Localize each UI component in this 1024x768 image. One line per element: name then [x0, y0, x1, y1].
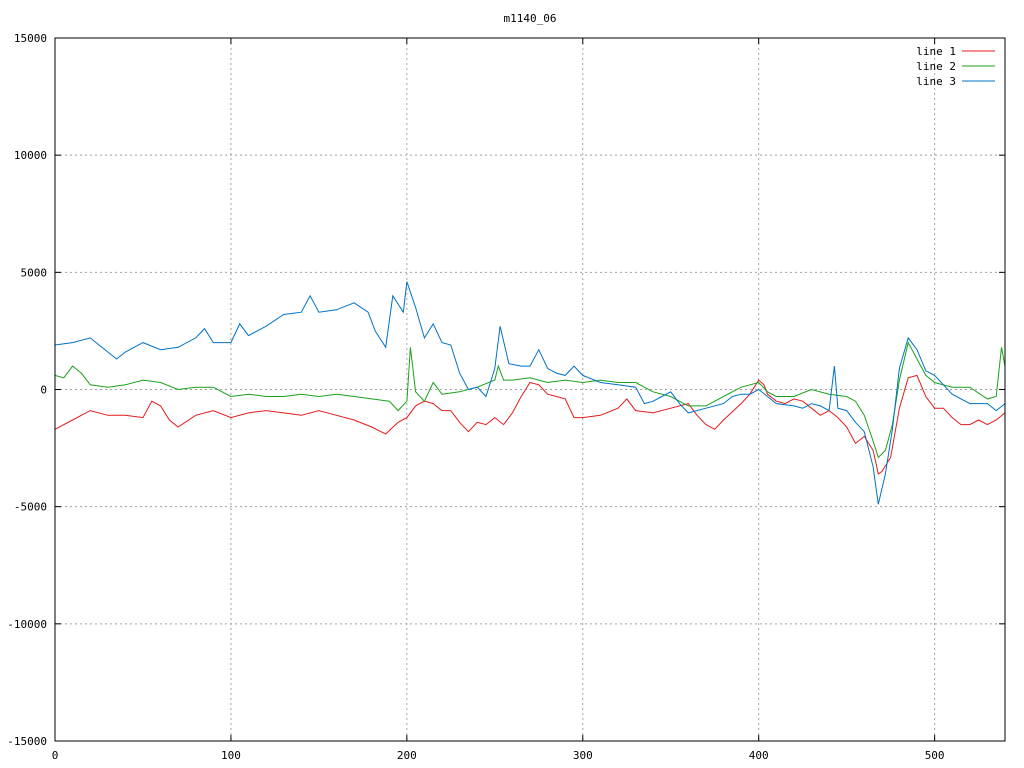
x-tick-label: 100	[221, 749, 241, 762]
y-tick-label: 0	[40, 384, 47, 397]
y-tick-label: -15000	[7, 735, 47, 748]
legend: line 1 line 2 line 3	[916, 45, 995, 88]
series-line-3	[54, 281, 1006, 505]
y-tick-label: -5000	[14, 501, 47, 514]
y-tick-label: 15000	[14, 32, 47, 45]
grid	[55, 38, 1005, 741]
x-tick-label: 0	[52, 749, 59, 762]
series-line-1	[54, 374, 1006, 475]
y-tick-label: 10000	[14, 149, 47, 162]
x-tick-label: 200	[397, 749, 417, 762]
chart-title: m1140_06	[504, 12, 557, 25]
series-line-2	[54, 341, 1006, 459]
axis-ticks: 0 100 200 300 400 500 -15000 -10000 -5000 0 5000 10…	[7, 32, 1005, 762]
y-tick-label: -10000	[7, 618, 47, 631]
legend-label-1: line 1	[916, 45, 956, 58]
legend-label-2: line 2	[916, 60, 956, 73]
series-group	[54, 281, 1006, 505]
x-tick-label: 300	[573, 749, 593, 762]
x-tick-label: 500	[925, 749, 945, 762]
x-tick-label: 400	[749, 749, 769, 762]
legend-label-3: line 3	[916, 75, 956, 88]
y-tick-label: 5000	[21, 266, 48, 279]
